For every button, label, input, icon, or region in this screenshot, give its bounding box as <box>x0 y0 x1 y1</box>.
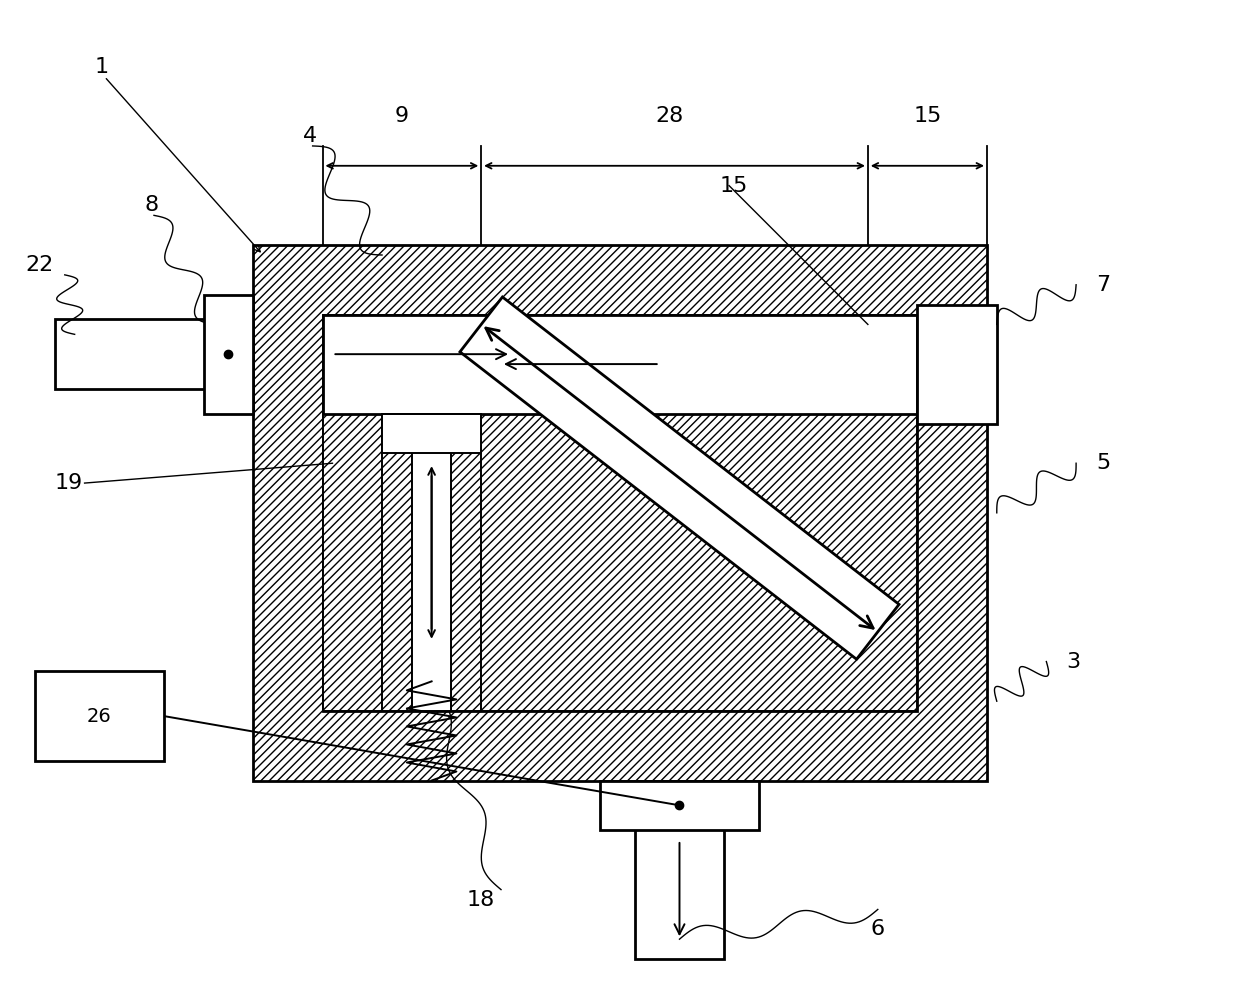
Text: 19: 19 <box>55 473 83 493</box>
Bar <box>253 245 987 781</box>
Bar <box>600 781 759 830</box>
Polygon shape <box>460 297 899 660</box>
Text: 26: 26 <box>87 707 112 725</box>
Text: 7: 7 <box>1096 275 1110 295</box>
Bar <box>322 414 918 711</box>
Text: 28: 28 <box>656 106 683 126</box>
Bar <box>451 414 481 711</box>
Text: 4: 4 <box>303 126 317 146</box>
Bar <box>55 319 253 389</box>
Bar <box>382 414 412 711</box>
Text: 22: 22 <box>25 255 53 275</box>
Bar <box>918 305 997 424</box>
Text: 8: 8 <box>144 196 159 215</box>
Bar <box>203 295 253 414</box>
Text: 15: 15 <box>913 106 941 126</box>
Text: 6: 6 <box>870 919 885 940</box>
Bar <box>322 315 918 711</box>
Text: 1: 1 <box>94 57 109 77</box>
Text: 5: 5 <box>1096 453 1110 473</box>
Text: 9: 9 <box>394 106 409 126</box>
Bar <box>382 414 481 453</box>
Text: 18: 18 <box>467 890 495 909</box>
Text: 15: 15 <box>719 176 748 196</box>
Bar <box>412 414 451 711</box>
Text: 3: 3 <box>1066 652 1080 671</box>
Bar <box>322 315 918 414</box>
Bar <box>35 671 164 761</box>
Bar <box>635 781 724 959</box>
